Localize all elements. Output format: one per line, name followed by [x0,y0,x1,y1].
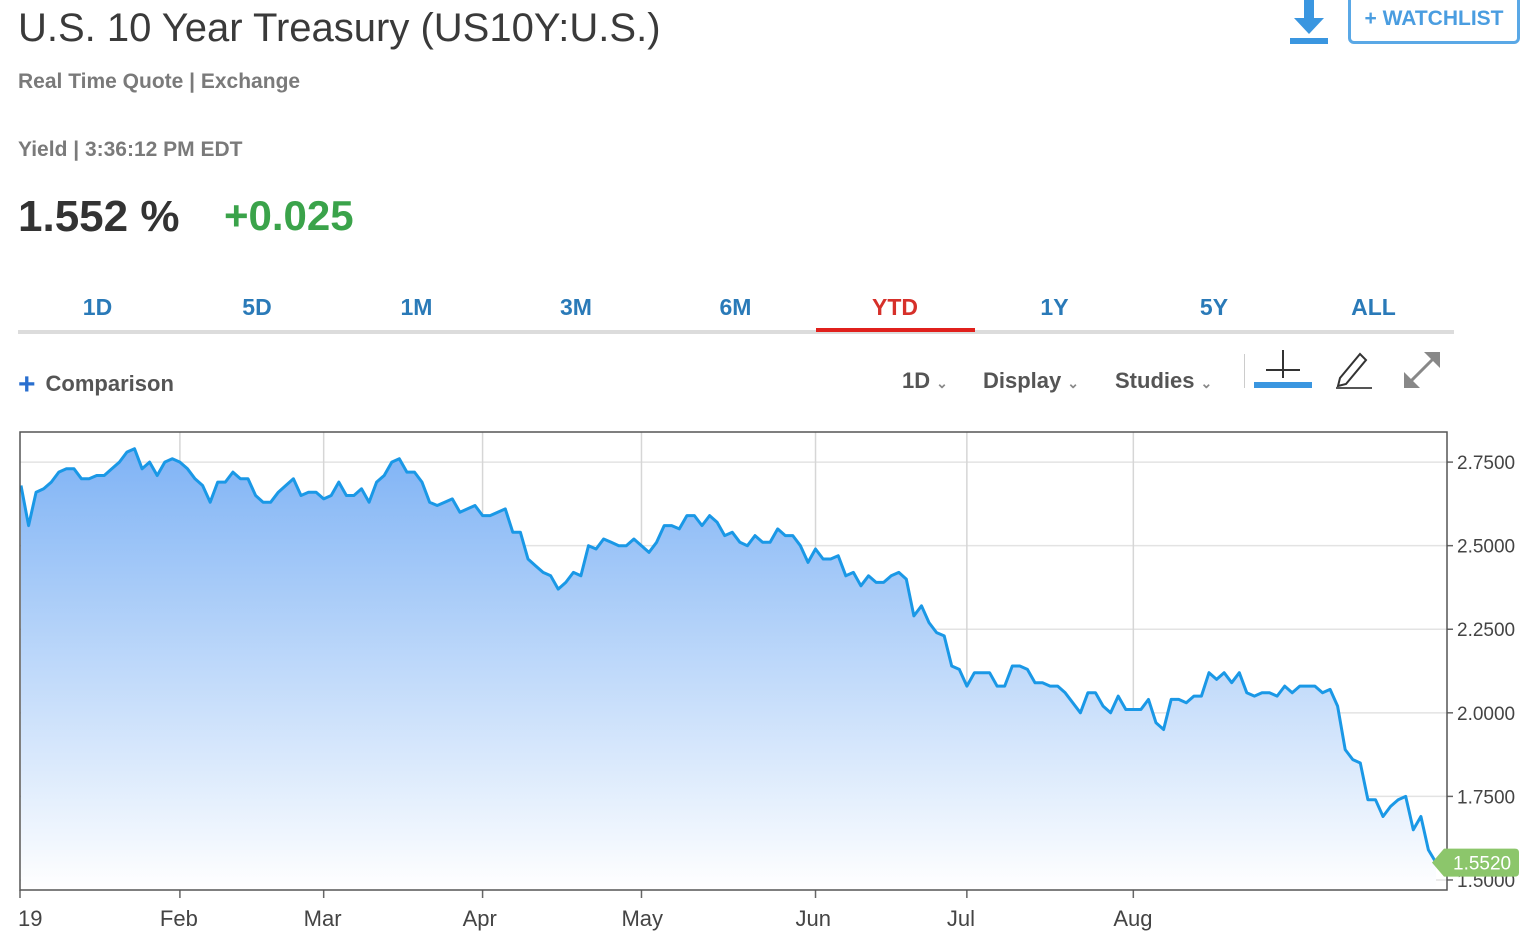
tab-ytd[interactable]: YTD [815,286,975,332]
download-button[interactable] [1288,0,1330,46]
display-dropdown[interactable]: Display ⌄ [983,368,1079,394]
comparison-button[interactable]: + Comparison [18,368,174,402]
price-value: 1.552 % [18,192,180,241]
download-icon [1290,0,1328,44]
x-tick-label: Feb [160,906,198,931]
chevron-down-icon: ⌄ [936,375,948,391]
price-change: +0.025 [224,192,354,239]
x-tick-label: May [621,906,663,931]
chevron-down-icon: ⌄ [1067,375,1079,391]
crosshair-icon [1254,350,1312,388]
tab-1y[interactable]: 1Y [1040,294,1069,320]
tab-1m[interactable]: 1M [400,294,433,320]
chevron-down-icon: ⌄ [1200,375,1213,391]
series-line [19,447,1438,864]
y-tick-label: 2.0000 [1457,704,1515,725]
x-tick-label: Mar [304,906,342,931]
y-tick-label: 2.7500 [1457,453,1515,474]
last-value-badge [1432,848,1519,877]
expand-icon [1404,352,1440,388]
page-title: U.S. 10 Year Treasury (US10Y:U.S.) [18,6,661,50]
tab-1d[interactable]: 1D [82,294,113,320]
y-tick-label: 2.5000 [1457,537,1515,558]
draw-button[interactable] [1328,348,1390,390]
display-label: Display [983,368,1062,393]
tab-6m[interactable]: 6M [719,294,752,320]
tab-5y[interactable]: 5Y [1199,294,1229,320]
interval-label: 1D [902,368,931,393]
studies-label: Studies [1115,368,1195,393]
x-tick-label: Apr [463,906,497,931]
pencil-icon [1336,352,1372,389]
tab-all[interactable]: ALL [1351,294,1396,320]
x-tick-label: Jul [947,906,975,931]
tab-3m[interactable]: 3M [560,294,592,320]
y-tick-label: 1.7500 [1457,787,1515,808]
quote-source: Real Time Quote | Exchange [18,70,301,93]
series-area [21,448,1436,890]
plus-icon: + [18,368,36,401]
fullscreen-button[interactable] [1398,348,1460,390]
crosshair-button[interactable] [1252,348,1314,390]
studies-dropdown[interactable]: Studies ⌄ [1115,368,1212,394]
toolbar-divider [1244,354,1245,388]
interval-dropdown[interactable]: 1D ⌄ [902,368,948,394]
x-tick-label: 19 [18,906,42,931]
yield-timestamp: Yield | 3:36:12 PM EDT [18,138,243,161]
y-tick-label: 2.2500 [1457,620,1515,641]
time-range-tabs: 1D 5D 1M 3M 6M YTD 1Y 5Y ALL [18,286,1454,334]
x-tick-label: Jun [796,906,831,931]
x-tick-label: Aug [1113,906,1152,931]
chart-area[interactable]: 2.7500 2.5000 2.2500 2.0000 1.7500 1.5000 19 Fe… [0,420,1538,951]
plot-frame [19,431,1448,891]
comparison-label: Comparison [45,371,174,396]
last-value-label: 1.5520 [1453,854,1511,875]
add-watchlist-button[interactable]: + WATCHLIST [1348,0,1520,44]
tab-5d[interactable]: 5D [242,294,272,320]
